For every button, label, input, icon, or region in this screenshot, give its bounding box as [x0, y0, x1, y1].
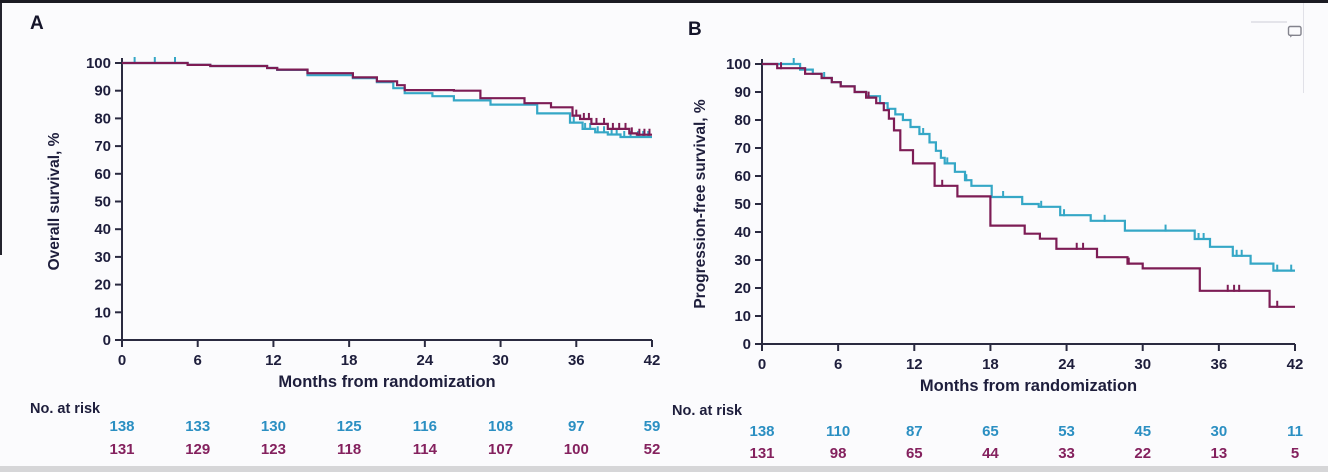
panel-a-curve-series-1-cyan — [122, 61, 652, 139]
panel-a-risk-value-series-2-maroon: 118 — [337, 441, 361, 458]
panel-a-x-tick-label: 42 — [644, 352, 661, 369]
panel-a-risk-value-series-1-cyan: 125 — [337, 418, 362, 435]
panel-a-risk-value-series-1-cyan: 97 — [568, 418, 585, 435]
panel-b-y-tick-label: 10 — [734, 308, 751, 325]
panel-b-x-tick-label: 12 — [906, 356, 923, 373]
artifact-line — [1251, 21, 1287, 23]
panel-a-y-tick-label: 80 — [94, 110, 111, 127]
panel-a-y-tick-label: 90 — [94, 83, 111, 100]
panel-a-risk-value-series-1-cyan: 108 — [488, 418, 513, 435]
panel-b-risk-value-series-1-cyan: 53 — [1058, 423, 1075, 440]
panel-a-y-tick-label: 40 — [94, 221, 111, 238]
panel-b-y-tick-label: 80 — [734, 112, 751, 129]
panel-b-y-tick-label: 50 — [734, 196, 751, 213]
panel-b-risk-value-series-2-maroon: 131 — [749, 445, 774, 462]
panel-a-y-tick-label: 50 — [94, 194, 111, 211]
panel-a-risk-value-series-2-maroon: 114 — [413, 441, 438, 458]
panel-b-risk-value-series-2-maroon: 65 — [906, 445, 923, 462]
panel-a-risk-value-series-2-maroon: 129 — [185, 441, 210, 458]
bottom-strip — [0, 466, 1328, 472]
panel-a-y-tick-label: 0 — [103, 332, 111, 349]
panel-b-y-tick-label: 60 — [734, 168, 751, 185]
panel-b-x-tick-label: 36 — [1211, 356, 1228, 373]
panel-a-risk-value-series-1-cyan: 59 — [644, 418, 661, 435]
panel-a-label: A — [30, 13, 45, 34]
comment-bubble-icon[interactable] — [1287, 25, 1303, 39]
panel-b-y-tick-label: 0 — [743, 336, 751, 353]
panel-a-x-tick-label: 30 — [492, 352, 509, 369]
panel-b-curve-series-1-cyan — [762, 62, 1295, 272]
panel-b-x-tick-label: 18 — [982, 356, 999, 373]
panel-b-x-axis-title: Months from randomization — [920, 377, 1137, 395]
panel-a-x-tick-label: 0 — [118, 352, 126, 369]
right-edge-line — [1303, 3, 1304, 93]
panel-a-x-tick-label: 18 — [341, 352, 358, 369]
panel-a-risk-table-label: No. at risk — [30, 401, 101, 417]
panel-a-risk-value-series-2-maroon: 100 — [564, 441, 589, 458]
panel-b-x-tick-label: 0 — [758, 356, 766, 373]
panel-b-risk-value-series-2-maroon: 98 — [830, 445, 847, 462]
panel-b-axis-line — [761, 59, 1295, 345]
panel-a-risk-value-series-1-cyan: 138 — [109, 418, 134, 435]
panel-b-risk-value-series-2-maroon: 22 — [1134, 445, 1151, 462]
panel-a-risk-value-series-2-maroon: 107 — [488, 441, 513, 458]
panel-b-y-tick-label: 40 — [734, 224, 751, 241]
panel-b-risk-value-series-1-cyan: 65 — [982, 423, 999, 440]
panel-b-curve-series-2-maroon — [762, 62, 1295, 308]
panel-b-risk-value-series-2-maroon: 13 — [1211, 445, 1228, 462]
panel-b-risk-value-series-2-maroon: 5 — [1291, 445, 1299, 462]
panel-b-x-tick-label: 24 — [1058, 356, 1075, 373]
panel-a-y-tick-label: 100 — [86, 55, 111, 72]
panel-a-y-tick-label: 70 — [94, 138, 111, 155]
panel-b-y-tick-label: 30 — [734, 252, 751, 269]
panel-a-risk-value-series-1-cyan: 133 — [185, 418, 210, 435]
panel-a-risk-value-series-2-maroon: 131 — [109, 441, 134, 458]
panel-a-x-tick-label: 6 — [194, 352, 202, 369]
panel-a-y-tick-label: 60 — [94, 166, 111, 183]
panel-a-y-tick-label: 10 — [94, 304, 111, 321]
panel-b-x-tick-label: 6 — [834, 356, 842, 373]
panel-b-y-tick-label: 20 — [734, 280, 751, 297]
panel-b-risk-value-series-1-cyan: 11 — [1287, 423, 1303, 440]
panel-b-risk-value-series-1-cyan: 110 — [826, 423, 850, 440]
panel-a-risk-value-series-2-maroon: 123 — [261, 441, 286, 458]
panel-a-curve-series-2-maroon — [122, 61, 652, 136]
panel-b-x-tick-label: 42 — [1287, 356, 1304, 373]
panel-b-y-tick-label: 100 — [726, 56, 751, 73]
panel-b-y-axis-title: Progression-free survival, % — [692, 99, 709, 309]
panel-b-risk-value-series-2-maroon: 33 — [1058, 445, 1075, 462]
panel-b-risk-value-series-2-maroon: 44 — [982, 445, 999, 462]
panel-a-risk-value-series-1-cyan: 130 — [261, 418, 286, 435]
panel-a-y-tick-label: 20 — [94, 277, 111, 294]
panel-a-x-tick-label: 12 — [265, 352, 282, 369]
panel-b-y-tick-label: 90 — [734, 84, 751, 101]
panel-a-risk-value-series-2-maroon: 52 — [644, 441, 661, 458]
panel-b-risk-value-series-1-cyan: 138 — [749, 423, 774, 440]
panel-b-risk-value-series-1-cyan: 45 — [1134, 423, 1151, 440]
panel-b-x-tick-label: 30 — [1134, 356, 1151, 373]
panel-a-x-tick-label: 24 — [417, 352, 434, 369]
panel-a-x-axis-title: Months from randomization — [278, 373, 495, 391]
panel-b-risk-table-label: No. at risk — [672, 403, 743, 419]
panel-a-risk-value-series-1-cyan: 116 — [413, 418, 437, 435]
panel-a-y-tick-label: 30 — [94, 249, 111, 266]
panel-b-y-tick-label: 70 — [734, 140, 751, 157]
panel-b-risk-value-series-1-cyan: 30 — [1211, 423, 1228, 440]
panel-a-axis-line — [121, 58, 652, 341]
left-frame-edge — [0, 3, 2, 255]
panel-a-x-tick-label: 36 — [568, 352, 585, 369]
panel-b-label: B — [688, 19, 703, 40]
panel-b-risk-value-series-1-cyan: 87 — [906, 423, 923, 440]
panel-a-y-axis-title: Overall survival, % — [46, 132, 63, 270]
